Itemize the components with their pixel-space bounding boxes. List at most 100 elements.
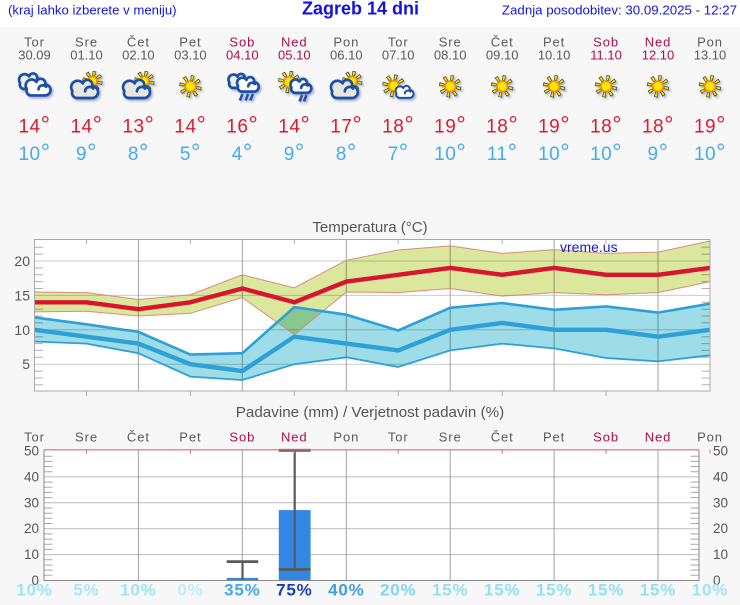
svg-text:0: 0	[713, 573, 721, 588]
svg-text:Padavine (mm) / Verjetnost pad: Padavine (mm) / Verjetnost padavin (%)	[236, 404, 504, 421]
svg-text:50: 50	[713, 444, 728, 459]
svg-text:06.10: 06.10	[330, 48, 363, 63]
svg-text:17°: 17°	[330, 111, 362, 137]
svg-text:14°: 14°	[174, 111, 206, 137]
svg-text:35%: 35%	[224, 581, 260, 600]
svg-text:10.10: 10.10	[538, 48, 571, 63]
svg-text:Sob: Sob	[229, 34, 255, 49]
svg-text:18°: 18°	[590, 111, 622, 137]
svg-text:11.10: 11.10	[590, 48, 622, 63]
svg-text:10: 10	[14, 322, 30, 338]
svg-text:Čet: Čet	[127, 34, 150, 49]
svg-text:Sob: Sob	[593, 430, 619, 445]
svg-text:14°: 14°	[278, 111, 310, 137]
svg-text:50: 50	[24, 444, 39, 459]
svg-text:10°: 10°	[694, 139, 726, 165]
svg-text:15%: 15%	[432, 581, 468, 600]
svg-text:Pon: Pon	[333, 430, 359, 445]
svg-text:18°: 18°	[486, 111, 518, 137]
svg-text:5%: 5%	[73, 581, 99, 600]
svg-text:20: 20	[713, 521, 728, 536]
svg-text:Tor: Tor	[388, 34, 409, 49]
svg-text:10%: 10%	[120, 581, 156, 600]
svg-text:15%: 15%	[484, 581, 520, 600]
svg-text:Pon: Pon	[333, 34, 359, 49]
svg-text:20: 20	[14, 253, 30, 269]
svg-text:02.10: 02.10	[122, 48, 155, 63]
svg-text:Ned: Ned	[281, 430, 308, 445]
svg-text:30: 30	[713, 495, 728, 510]
svg-text:40: 40	[24, 469, 39, 484]
svg-text:5: 5	[22, 356, 30, 372]
svg-text:Ned: Ned	[645, 430, 672, 445]
svg-text:13.10: 13.10	[694, 48, 727, 63]
svg-text:14°: 14°	[70, 111, 102, 137]
svg-text:Ned: Ned	[645, 34, 672, 49]
svg-text:10°: 10°	[18, 139, 50, 165]
svg-text:Sre: Sre	[439, 430, 462, 445]
svg-text:Tor: Tor	[24, 430, 45, 445]
svg-text:vreme.us: vreme.us	[560, 239, 618, 255]
svg-text:05.10: 05.10	[278, 48, 311, 63]
svg-text:Pet: Pet	[179, 34, 201, 49]
svg-text:14°: 14°	[18, 111, 50, 137]
svg-text:Tor: Tor	[24, 34, 45, 49]
svg-text:04.10: 04.10	[226, 48, 259, 63]
svg-text:18°: 18°	[382, 111, 414, 137]
svg-text:10: 10	[24, 547, 39, 562]
svg-text:30: 30	[24, 495, 39, 510]
svg-text:40%: 40%	[328, 581, 364, 600]
svg-text:19°: 19°	[538, 111, 570, 137]
svg-text:13°: 13°	[122, 111, 154, 137]
svg-text:15: 15	[14, 287, 30, 303]
svg-text:20: 20	[24, 521, 39, 536]
svg-text:9°: 9°	[648, 139, 669, 165]
svg-text:30.09: 30.09	[18, 48, 51, 63]
svg-text:0%: 0%	[177, 581, 203, 600]
svg-text:Pon: Pon	[697, 34, 723, 49]
svg-text:0: 0	[31, 573, 39, 588]
svg-text:Čet: Čet	[491, 430, 514, 445]
svg-text:03.10: 03.10	[174, 48, 207, 63]
svg-text:Pet: Pet	[543, 34, 565, 49]
svg-text:12.10: 12.10	[642, 48, 675, 63]
svg-text:Temperatura (°C): Temperatura (°C)	[312, 219, 427, 236]
svg-text:10°: 10°	[434, 139, 466, 165]
svg-text:11°: 11°	[487, 139, 518, 165]
svg-text:4°: 4°	[232, 139, 253, 165]
svg-text:Sre: Sre	[439, 34, 462, 49]
svg-text:5°: 5°	[180, 139, 201, 165]
svg-text:Pon: Pon	[697, 430, 723, 445]
svg-text:Sre: Sre	[75, 34, 98, 49]
svg-text:15%: 15%	[536, 581, 572, 600]
svg-text:8°: 8°	[128, 139, 149, 165]
svg-text:Čet: Čet	[491, 34, 514, 49]
svg-text:18°: 18°	[642, 111, 674, 137]
svg-text:10%: 10%	[692, 581, 728, 600]
svg-text:10°: 10°	[538, 139, 570, 165]
svg-text:75%: 75%	[276, 581, 312, 600]
svg-text:15%: 15%	[588, 581, 624, 600]
svg-text:09.10: 09.10	[486, 48, 519, 63]
svg-text:10°: 10°	[590, 139, 622, 165]
svg-text:19°: 19°	[694, 111, 726, 137]
svg-text:Sob: Sob	[593, 34, 619, 49]
svg-text:16°: 16°	[226, 111, 258, 137]
svg-text:Čet: Čet	[127, 430, 150, 445]
svg-text:Sob: Sob	[229, 430, 255, 445]
svg-text:(kraj lahko izberete v meniju): (kraj lahko izberete v meniju)	[8, 2, 177, 17]
svg-text:01.10: 01.10	[70, 48, 103, 63]
svg-text:8°: 8°	[336, 139, 357, 165]
svg-text:Zadnja posodobitev: 30.09.2025: Zadnja posodobitev: 30.09.2025 - 12:27	[502, 3, 737, 18]
svg-text:10%: 10%	[16, 581, 52, 600]
svg-text:Tor: Tor	[388, 430, 409, 445]
svg-text:08.10: 08.10	[434, 48, 467, 63]
svg-text:7°: 7°	[388, 139, 409, 165]
svg-text:40: 40	[713, 469, 728, 484]
svg-text:Pet: Pet	[543, 430, 565, 445]
svg-text:20%: 20%	[380, 581, 416, 600]
svg-text:19°: 19°	[434, 111, 466, 137]
svg-text:07.10: 07.10	[382, 48, 415, 63]
svg-text:Pet: Pet	[179, 430, 201, 445]
svg-text:10: 10	[713, 547, 728, 562]
